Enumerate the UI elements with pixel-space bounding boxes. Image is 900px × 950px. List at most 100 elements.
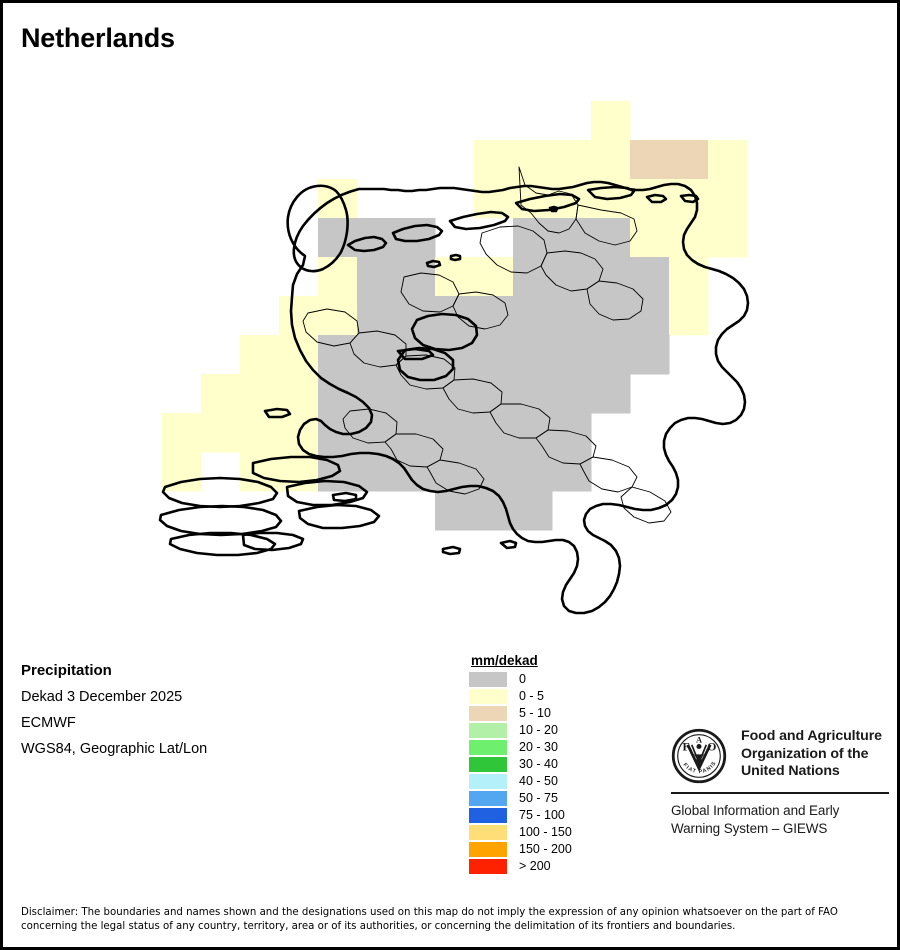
- legend-label: 0: [519, 672, 526, 686]
- legend-label: 100 - 150: [519, 825, 572, 839]
- precipitation-cell: [435, 257, 475, 297]
- precipitation-cell: [513, 257, 553, 297]
- map-canvas[interactable]: [3, 63, 897, 623]
- precipitation-cell: [513, 491, 553, 531]
- legend-label: 50 - 75: [519, 791, 558, 805]
- precipitation-cell: [552, 257, 592, 297]
- legend-label: 150 - 200: [519, 842, 572, 856]
- precipitation-cell: [669, 140, 709, 180]
- precipitation-cell: [708, 218, 748, 258]
- precipitation-cell: [357, 335, 397, 375]
- info-period: Dekad 3 December 2025: [21, 689, 183, 705]
- precipitation-cell: [474, 374, 514, 414]
- precipitation-cell: [669, 179, 709, 219]
- precipitation-cell: [630, 296, 670, 336]
- legend-label: 10 - 20: [519, 723, 558, 737]
- precipitation-cell: [708, 140, 748, 180]
- legend-row: 10 - 20: [469, 722, 649, 739]
- disclaimer-text: Disclaimer: The boundaries and names sho…: [21, 907, 838, 932]
- precipitation-cell: [591, 140, 631, 180]
- legend-swatch: [469, 859, 507, 874]
- precipitation-cell: [669, 296, 709, 336]
- info-variable: Precipitation: [21, 662, 112, 679]
- legend-swatch: [469, 825, 507, 840]
- precipitation-cell: [240, 335, 280, 375]
- precipitation-cell: [630, 335, 670, 375]
- precipitation-cell: [474, 257, 514, 297]
- precipitation-cell: [318, 296, 358, 336]
- precipitation-cell: [513, 452, 553, 492]
- precipitation-cell: [552, 335, 592, 375]
- precipitation-cell: [552, 413, 592, 453]
- legend-row: 20 - 30: [469, 739, 649, 756]
- legend-swatch: [469, 842, 507, 857]
- page-title: Netherlands: [21, 23, 175, 53]
- legend-swatch: [469, 774, 507, 789]
- precipitation-raster-layer: [162, 101, 748, 531]
- legend-label: 40 - 50: [519, 774, 558, 788]
- precipitation-cell: [357, 296, 397, 336]
- legend-row: 100 - 150: [469, 824, 649, 841]
- precipitation-cell: [357, 374, 397, 414]
- precipitation-cell: [591, 257, 631, 297]
- map-info-block: Precipitation Dekad 3 December 2025 ECMW…: [21, 658, 341, 762]
- fao-branding-block: F A O FIAT PANIS Food and Agriculture Org…: [671, 728, 891, 837]
- precipitation-cell: [552, 296, 592, 336]
- fao-logo-icon: F A O FIAT PANIS: [671, 728, 727, 784]
- precipitation-cell: [162, 413, 202, 453]
- legend-row: 30 - 40: [469, 756, 649, 773]
- legend-row: 0: [469, 671, 649, 688]
- precipitation-cell: [279, 374, 319, 414]
- precipitation-cell: [513, 413, 553, 453]
- precipitation-cell: [513, 296, 553, 336]
- precipitation-cell: [240, 374, 280, 414]
- fao-programme-name: Global Information and Early Warning Syst…: [671, 803, 840, 836]
- precipitation-cell: [669, 218, 709, 258]
- info-source: ECMWF: [21, 715, 76, 731]
- svg-text:O: O: [707, 740, 716, 753]
- svg-text:A: A: [696, 736, 702, 745]
- svg-text:F: F: [683, 740, 690, 753]
- legend-label: 30 - 40: [519, 757, 558, 771]
- precipitation-cell: [630, 140, 670, 180]
- legend-swatch: [469, 740, 507, 755]
- legend-label: 5 - 10: [519, 706, 551, 720]
- legend-label: 20 - 30: [519, 740, 558, 754]
- precipitation-cell: [630, 218, 670, 258]
- precipitation-cell: [669, 257, 709, 297]
- legend-title: mm/dekad: [471, 653, 538, 668]
- legend-row: 50 - 75: [469, 790, 649, 807]
- legend-swatch: [469, 689, 507, 704]
- precipitation-cell: [396, 413, 436, 453]
- precipitation-cell: [435, 491, 475, 531]
- legend-label: > 200: [519, 859, 551, 873]
- precipitation-cell: [201, 374, 241, 414]
- precipitation-cell: [591, 296, 631, 336]
- legend-rows: 0 0 - 5 5 - 10 10 - 20 20 - 30 30 - 40 40 - 50…: [469, 671, 649, 875]
- info-projection: WGS84, Geographic Lat/Lon: [21, 741, 208, 757]
- legend-swatch: [469, 808, 507, 823]
- legend-swatch: [469, 706, 507, 721]
- precipitation-cell: [435, 452, 475, 492]
- legend-row: 150 - 200: [469, 841, 649, 858]
- precipitation-cell: [591, 218, 631, 258]
- legend-row: 5 - 10: [469, 705, 649, 722]
- legend-swatch: [469, 723, 507, 738]
- legend-row: > 200: [469, 858, 649, 875]
- precipitation-cell: [552, 374, 592, 414]
- map-legend: mm/dekad 0 0 - 5 5 - 10 10 - 20 20 - 30 30 - …: [469, 653, 649, 875]
- precipitation-cell: [240, 413, 280, 453]
- precipitation-cell: [552, 179, 592, 219]
- precipitation-cell: [435, 374, 475, 414]
- precipitation-cell: [591, 101, 631, 141]
- precipitation-cell: [591, 335, 631, 375]
- precipitation-cell: [552, 140, 592, 180]
- legend-row: 40 - 50: [469, 773, 649, 790]
- precipitation-cell: [318, 257, 358, 297]
- legend-swatch: [469, 791, 507, 806]
- legend-swatch: [469, 757, 507, 772]
- province-boundaries: [302, 166, 672, 524]
- precipitation-cell: [279, 296, 319, 336]
- fao-divider: [671, 792, 889, 794]
